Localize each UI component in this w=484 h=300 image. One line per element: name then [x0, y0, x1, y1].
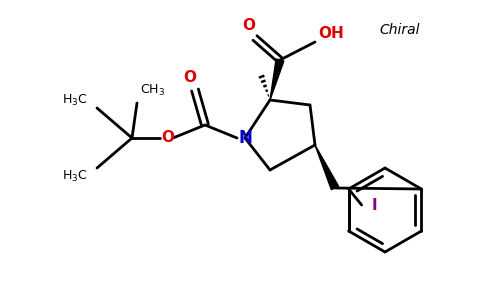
Text: O: O — [162, 130, 175, 146]
Text: H$_3$C: H$_3$C — [62, 168, 88, 184]
Text: I: I — [372, 197, 378, 212]
Text: O: O — [242, 19, 256, 34]
Text: O: O — [183, 70, 197, 86]
Text: OH: OH — [318, 26, 344, 41]
Text: Chiral: Chiral — [380, 23, 420, 37]
Text: H$_3$C: H$_3$C — [62, 92, 88, 108]
Polygon shape — [270, 59, 284, 100]
Text: N: N — [238, 129, 252, 147]
Text: CH$_3$: CH$_3$ — [140, 82, 165, 98]
Polygon shape — [315, 145, 339, 190]
